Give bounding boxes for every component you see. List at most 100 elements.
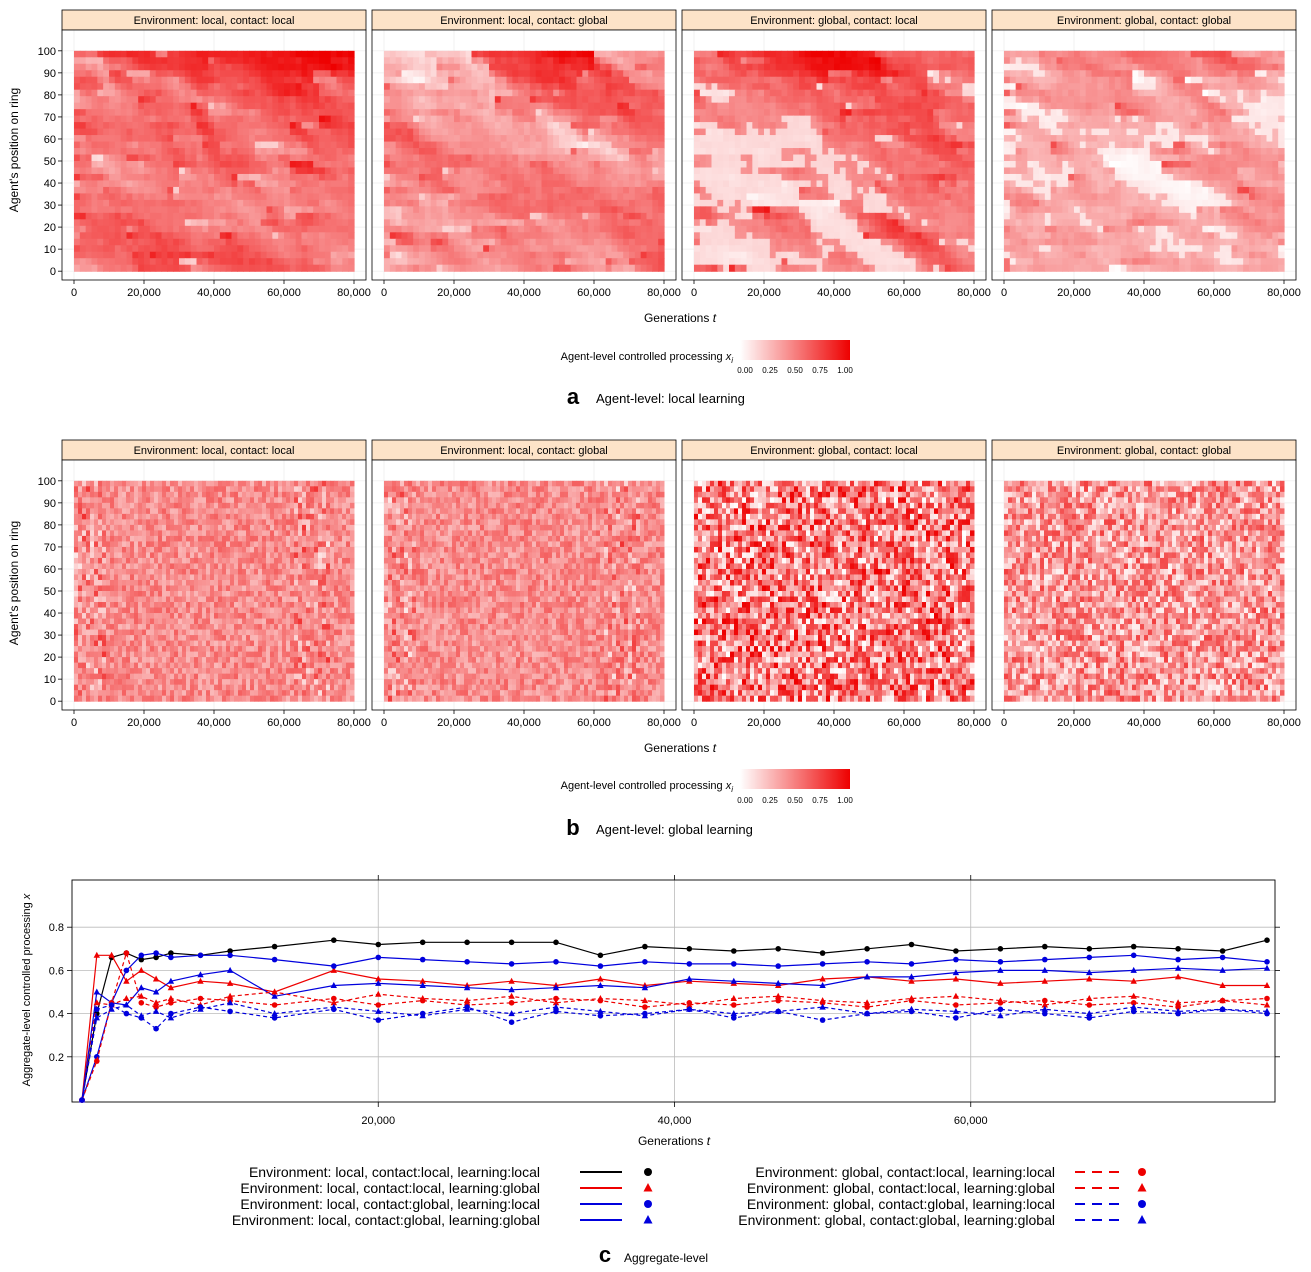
heat-cell bbox=[407, 213, 413, 220]
heat-cell bbox=[559, 155, 565, 162]
heat-cell bbox=[226, 70, 232, 77]
heat-cell bbox=[402, 77, 408, 84]
heat-cell bbox=[132, 103, 138, 110]
heat-cell bbox=[302, 245, 308, 252]
heat-cell bbox=[752, 174, 758, 181]
heat-cell bbox=[156, 83, 162, 90]
heat-cell bbox=[179, 213, 185, 220]
heat-cell bbox=[600, 193, 606, 200]
heat-cell bbox=[144, 122, 150, 129]
heat-cell bbox=[466, 129, 472, 136]
heat-cell bbox=[612, 265, 618, 272]
heat-cell bbox=[852, 219, 858, 226]
heat-cell bbox=[542, 161, 548, 168]
heat-cell bbox=[875, 239, 881, 246]
heat-cell bbox=[255, 187, 261, 194]
heat-cell bbox=[694, 239, 700, 246]
heat-cell bbox=[407, 265, 413, 272]
heat-cell bbox=[396, 226, 402, 233]
heat-cell bbox=[799, 258, 805, 265]
heat-cell bbox=[553, 129, 559, 136]
heat-cell bbox=[712, 219, 718, 226]
heat-cell bbox=[290, 116, 296, 123]
heat-cell bbox=[220, 129, 226, 136]
heat-cell bbox=[658, 200, 664, 207]
heat-cell bbox=[565, 213, 571, 220]
heat-cell bbox=[80, 167, 86, 174]
heat-cell bbox=[512, 129, 518, 136]
heat-cell bbox=[706, 90, 712, 97]
heat-cell bbox=[313, 148, 319, 155]
heat-cell bbox=[407, 226, 413, 233]
heat-cell bbox=[606, 167, 612, 174]
heat-cell bbox=[232, 83, 238, 90]
heat-cell bbox=[577, 116, 583, 123]
heat-cell bbox=[325, 245, 331, 252]
heat-cell bbox=[530, 155, 536, 162]
heat-cell bbox=[764, 77, 770, 84]
heat-cell bbox=[957, 161, 963, 168]
heat-cell bbox=[559, 193, 565, 200]
colorbar-tick-label: 1.00 bbox=[837, 796, 853, 805]
heat-cell bbox=[396, 245, 402, 252]
heat-cell bbox=[863, 142, 869, 149]
heat-cell bbox=[588, 167, 594, 174]
heat-cell bbox=[425, 174, 431, 181]
heat-cell bbox=[817, 206, 823, 213]
heat-cell bbox=[156, 167, 162, 174]
heat-cell bbox=[805, 77, 811, 84]
heat-cell bbox=[302, 180, 308, 187]
heat-cell bbox=[202, 187, 208, 194]
heat-cell bbox=[881, 90, 887, 97]
heat-cell bbox=[910, 232, 916, 239]
heat-cell bbox=[483, 57, 489, 64]
heat-cell bbox=[600, 148, 606, 155]
heat-cell bbox=[582, 103, 588, 110]
heat-cell bbox=[577, 258, 583, 265]
heat-cell bbox=[577, 109, 583, 116]
heat-cell bbox=[337, 83, 343, 90]
heat-cell bbox=[431, 213, 437, 220]
heat-cell bbox=[875, 206, 881, 213]
heat-cell bbox=[156, 161, 162, 168]
heat-cell bbox=[658, 129, 664, 136]
heat-cell bbox=[822, 213, 828, 220]
heat-cell bbox=[97, 219, 103, 226]
panel-a-caption: Agent-level: local learning bbox=[596, 391, 745, 406]
heat-cell bbox=[782, 161, 788, 168]
heat-cell bbox=[226, 57, 232, 64]
heat-cell bbox=[846, 187, 852, 194]
heat-cell bbox=[185, 200, 191, 207]
heat-cell bbox=[214, 174, 220, 181]
heat-cell bbox=[922, 219, 928, 226]
heat-cell bbox=[109, 51, 115, 58]
heat-cell bbox=[167, 122, 173, 129]
heat-cell bbox=[442, 174, 448, 181]
heat-cell bbox=[208, 122, 214, 129]
heat-cell bbox=[863, 232, 869, 239]
heat-cell bbox=[132, 142, 138, 149]
heat-cell bbox=[220, 148, 226, 155]
heat-cell bbox=[278, 90, 284, 97]
heat-cell bbox=[951, 232, 957, 239]
heat-cell bbox=[793, 77, 799, 84]
heat-cell bbox=[758, 167, 764, 174]
heat-cell bbox=[127, 161, 133, 168]
heat-cell bbox=[822, 77, 828, 84]
heat-cell bbox=[588, 258, 594, 265]
heat-cell bbox=[138, 219, 144, 226]
heat-cell bbox=[202, 64, 208, 71]
heat-cell bbox=[542, 90, 548, 97]
heat-cell bbox=[863, 193, 869, 200]
heat-cell bbox=[331, 116, 337, 123]
heat-cell bbox=[197, 219, 203, 226]
heat-cell bbox=[396, 96, 402, 103]
heat-cell bbox=[951, 57, 957, 64]
heat-cell bbox=[542, 258, 548, 265]
heat-cell bbox=[887, 64, 893, 71]
heat-cell bbox=[512, 174, 518, 181]
heat-cell bbox=[758, 245, 764, 252]
heat-cell bbox=[92, 206, 98, 213]
heat-cell bbox=[132, 70, 138, 77]
